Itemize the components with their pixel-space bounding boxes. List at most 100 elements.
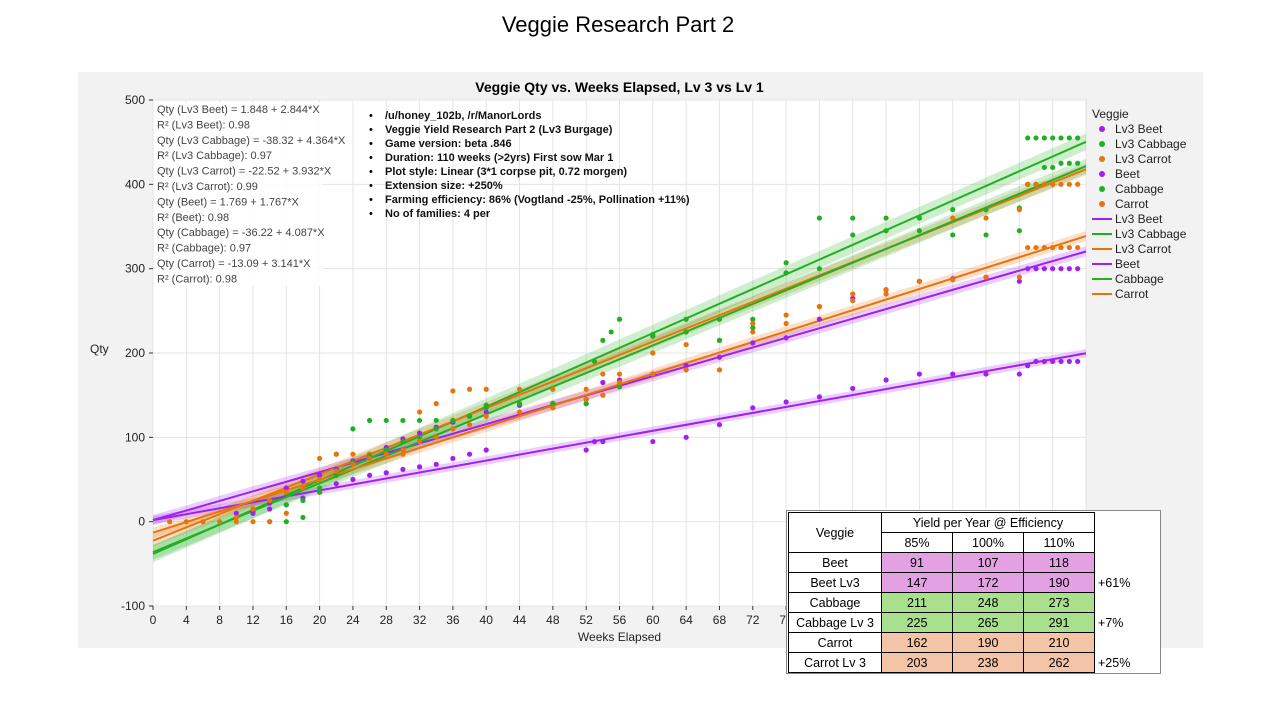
regression-equation: Qty (Beet) = 1.769 + 1.767*X (157, 196, 300, 208)
data-point (483, 447, 489, 453)
data-point (1075, 160, 1081, 166)
data-point (317, 472, 323, 478)
data-point (1025, 266, 1031, 272)
note-bullet: • (369, 180, 373, 192)
table-cell: 172 (952, 572, 1024, 593)
data-point (1016, 274, 1022, 280)
data-point (1033, 266, 1039, 272)
data-point (1025, 244, 1031, 251)
data-point (916, 371, 922, 377)
data-point (816, 316, 823, 322)
data-point (466, 386, 473, 392)
data-point (1016, 371, 1022, 377)
legend-point-marker (1099, 171, 1105, 177)
data-point (1050, 181, 1056, 187)
data-point (250, 506, 256, 512)
data-point (883, 377, 889, 383)
regression-equation: R² (Lv3 Cabbage): 0.97 (157, 150, 272, 162)
data-point (550, 386, 556, 392)
data-point (883, 291, 889, 297)
data-point (750, 329, 756, 335)
data-point (333, 468, 339, 474)
data-point (1066, 160, 1072, 166)
table-cell: 265 (952, 612, 1024, 633)
data-point (783, 312, 789, 318)
data-point (333, 481, 339, 487)
data-point (1041, 266, 1047, 272)
data-point (283, 510, 289, 516)
data-point (433, 461, 439, 467)
data-point (450, 388, 456, 394)
data-point (716, 422, 723, 428)
table-cell: 248 (952, 592, 1024, 613)
data-point (350, 426, 356, 432)
data-point (1041, 135, 1047, 141)
data-point (750, 340, 756, 346)
data-point (600, 371, 606, 377)
data-point (950, 232, 956, 238)
x-tick-label: 28 (380, 613, 394, 627)
data-point (383, 470, 389, 476)
data-point (250, 510, 256, 516)
data-point (600, 379, 606, 386)
row-note (1095, 593, 1159, 613)
data-point (1025, 135, 1031, 141)
data-point (317, 489, 323, 495)
note-bullet: • (369, 208, 373, 220)
data-point (1058, 181, 1064, 187)
x-tick-label: 44 (513, 613, 527, 627)
regression-equation: Qty (Lv3 Cabbage) = -38.32 + 4.364*X (157, 135, 346, 147)
data-point (483, 413, 489, 419)
fit-line (152, 165, 1087, 554)
table-pad (1095, 513, 1159, 533)
data-point (883, 228, 889, 234)
slide-title: Veggie Research Part 2 (501, 12, 735, 37)
data-point (816, 304, 823, 310)
data-point (683, 367, 689, 373)
data-point (950, 277, 956, 283)
data-point (1033, 358, 1039, 365)
data-point (400, 438, 406, 445)
x-axis-label: Weeks Elapsed (578, 630, 661, 644)
legend-label: Lv3 Beet (1115, 122, 1163, 136)
data-point (416, 409, 423, 415)
data-point (983, 371, 989, 377)
x-tick-label: 0 (150, 613, 157, 627)
regression-equation: R² (Beet): 0.98 (157, 212, 229, 224)
data-point (916, 215, 922, 221)
x-tick-label: 52 (579, 613, 593, 627)
data-point (783, 260, 789, 266)
data-point (616, 384, 623, 390)
data-point (233, 510, 239, 516)
data-point (233, 514, 239, 521)
data-point (433, 434, 439, 440)
data-point (816, 215, 823, 221)
data-point (716, 337, 723, 343)
note-bullet: • (369, 194, 373, 206)
table-cell: 238 (952, 652, 1024, 673)
data-point (1025, 363, 1031, 369)
data-point (483, 409, 489, 415)
data-point (1041, 358, 1047, 365)
data-point (300, 485, 306, 491)
table-pad (1095, 533, 1159, 553)
legend-label: Beet (1115, 167, 1140, 181)
data-point (550, 405, 556, 411)
data-point (466, 413, 473, 419)
legend-label: Cabbage (1115, 272, 1164, 286)
data-point (783, 399, 789, 405)
x-tick-label: 72 (746, 613, 760, 627)
data-point (583, 447, 589, 453)
data-point (608, 329, 614, 335)
data-point (450, 455, 456, 462)
data-point (550, 401, 556, 407)
regression-equation: Qty (Lv3 Beet) = 1.848 + 2.844*X (157, 104, 320, 116)
data-point (983, 232, 989, 238)
data-point (850, 215, 856, 221)
data-point (483, 402, 489, 408)
data-point (267, 497, 273, 504)
table-cell: 273 (1023, 592, 1095, 613)
data-point (1066, 358, 1072, 365)
data-point (583, 396, 589, 402)
table-row: Carrot Lv 3 203 238 262 +25% (788, 652, 1159, 673)
